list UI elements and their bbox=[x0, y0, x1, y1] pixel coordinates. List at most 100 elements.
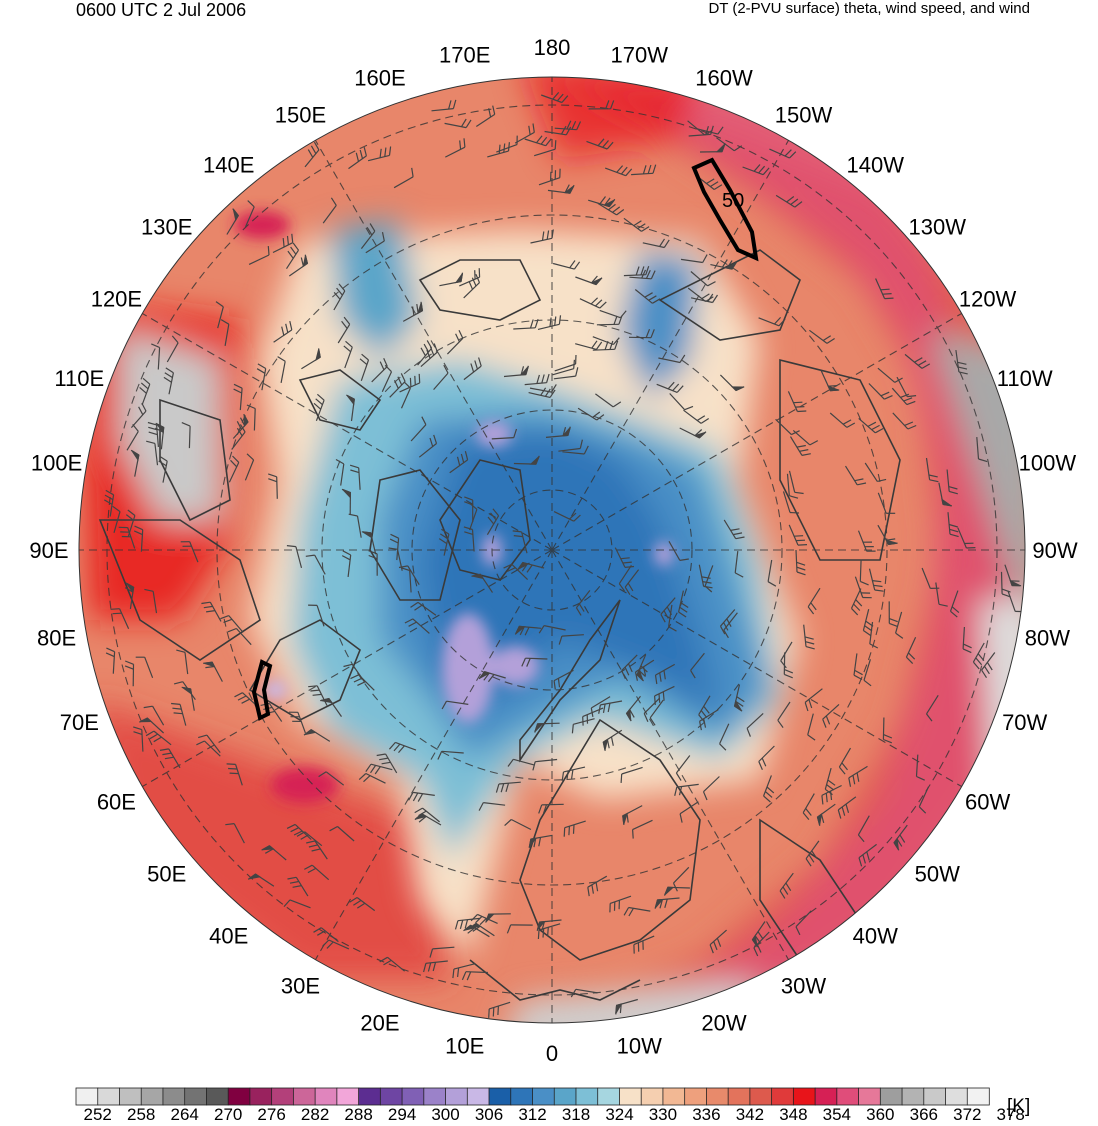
colorbar-tick-label: 294 bbox=[388, 1105, 416, 1124]
wind-barb bbox=[532, 758, 558, 771]
wind-barb bbox=[538, 803, 564, 814]
wind-barb bbox=[946, 469, 958, 495]
wind-barb bbox=[758, 745, 775, 770]
wind-barb bbox=[359, 353, 370, 381]
wind-barb bbox=[904, 353, 931, 369]
wind-barb bbox=[820, 370, 840, 392]
wind-barb bbox=[376, 753, 398, 774]
lon-label-110e: 110E bbox=[54, 366, 104, 391]
lon-label-80w: 80W bbox=[1025, 625, 1070, 650]
lon-label-20e: 20E bbox=[360, 1011, 399, 1036]
wind-barb bbox=[957, 527, 976, 549]
wind-barb bbox=[723, 612, 738, 639]
wind-barb bbox=[679, 427, 707, 439]
wind-barb bbox=[414, 813, 442, 826]
wind-barb bbox=[668, 604, 677, 632]
wind-barb bbox=[596, 315, 623, 326]
colorbar-tick-label: 258 bbox=[127, 1105, 155, 1124]
wind-barb bbox=[597, 202, 625, 216]
wind-barb bbox=[552, 359, 575, 376]
wind-barb bbox=[343, 340, 353, 369]
lon-label-40e: 40E bbox=[209, 923, 248, 948]
wind-barb bbox=[947, 512, 959, 538]
colorbar-swatch bbox=[227, 1087, 251, 1106]
wind-barb bbox=[454, 917, 480, 930]
wind-barb bbox=[789, 436, 811, 456]
wind-barb bbox=[622, 805, 643, 825]
colorbar-tick-label: 252 bbox=[84, 1105, 112, 1124]
lon-label-50w: 50W bbox=[915, 861, 960, 886]
colorbar-swatch bbox=[836, 1087, 860, 1106]
wind-barb bbox=[949, 590, 960, 618]
wind-barb bbox=[517, 561, 545, 573]
wind-barb bbox=[521, 657, 548, 667]
wind-barb bbox=[446, 329, 464, 355]
wind-barb bbox=[582, 707, 604, 726]
wind-barb bbox=[349, 896, 376, 912]
wind-barb bbox=[444, 118, 472, 129]
wind-barb bbox=[654, 663, 675, 685]
wind-barb bbox=[660, 597, 676, 623]
wind-barb bbox=[463, 357, 482, 381]
wind-barb bbox=[575, 590, 591, 616]
wind-barb bbox=[220, 319, 230, 347]
wind-barb bbox=[365, 231, 385, 254]
wind-barb bbox=[322, 197, 337, 224]
wind-barb bbox=[429, 946, 455, 958]
wind-barb bbox=[537, 315, 562, 330]
wind-barb bbox=[675, 755, 691, 781]
wind-barb bbox=[633, 935, 655, 954]
wind-barb bbox=[398, 565, 420, 586]
wind-barb bbox=[624, 569, 640, 596]
wind-barb bbox=[329, 825, 355, 842]
wind-barb bbox=[623, 906, 651, 917]
wind-barb bbox=[554, 354, 577, 372]
colorbar-swatch bbox=[597, 1087, 621, 1106]
wind-barb bbox=[268, 473, 278, 499]
wind-barb bbox=[404, 618, 430, 634]
wind-barb bbox=[181, 422, 191, 449]
wind-barb bbox=[654, 897, 680, 909]
wind-barb bbox=[678, 590, 689, 618]
wind-barb bbox=[528, 387, 556, 398]
lon-label-100w: 100W bbox=[1019, 451, 1077, 476]
colorbar-swatch bbox=[923, 1087, 947, 1106]
wind-barb bbox=[862, 609, 874, 637]
wind-barb bbox=[151, 343, 161, 370]
wind-barb bbox=[733, 684, 745, 712]
colorbar-swatch bbox=[749, 1087, 773, 1106]
wind-barb bbox=[104, 489, 115, 517]
wind-barb bbox=[829, 412, 856, 428]
wind-barb bbox=[246, 404, 256, 431]
lon-label-90w: 90W bbox=[1032, 538, 1077, 563]
colorbar-swatch bbox=[966, 1087, 990, 1106]
wind-barb bbox=[158, 455, 168, 483]
lon-label-160e: 160E bbox=[354, 65, 405, 90]
wind-barb bbox=[787, 391, 807, 413]
wind-barb bbox=[318, 771, 345, 786]
wind-barb bbox=[388, 741, 417, 753]
wind-barb bbox=[579, 297, 607, 309]
wind-barb bbox=[341, 488, 352, 515]
wind-barb bbox=[858, 417, 884, 434]
wind-barb bbox=[545, 426, 571, 438]
wind-barb bbox=[822, 703, 840, 728]
wind-barb bbox=[918, 786, 930, 814]
wind-barb bbox=[609, 895, 632, 913]
wind-barb bbox=[586, 138, 614, 150]
wind-barb bbox=[553, 367, 579, 380]
wind-barb bbox=[423, 960, 448, 973]
wind-barb bbox=[587, 875, 608, 897]
colorbar: 252 258 264 270 276 282 288 294 300 306 312 318 324 3… bbox=[75, 1087, 1025, 1124]
wind-barb bbox=[553, 511, 581, 522]
wind-barb bbox=[702, 776, 720, 801]
wind-barb bbox=[795, 549, 806, 576]
colorbar-swatch bbox=[879, 1087, 903, 1106]
wind-barb bbox=[468, 922, 495, 937]
wind-barb bbox=[144, 588, 158, 614]
colorbar-swatch bbox=[358, 1087, 382, 1106]
lon-label-100e: 100E bbox=[31, 451, 82, 476]
wind-barb bbox=[779, 872, 794, 899]
wind-barb bbox=[690, 271, 716, 287]
lon-label-160w: 160W bbox=[695, 65, 753, 90]
